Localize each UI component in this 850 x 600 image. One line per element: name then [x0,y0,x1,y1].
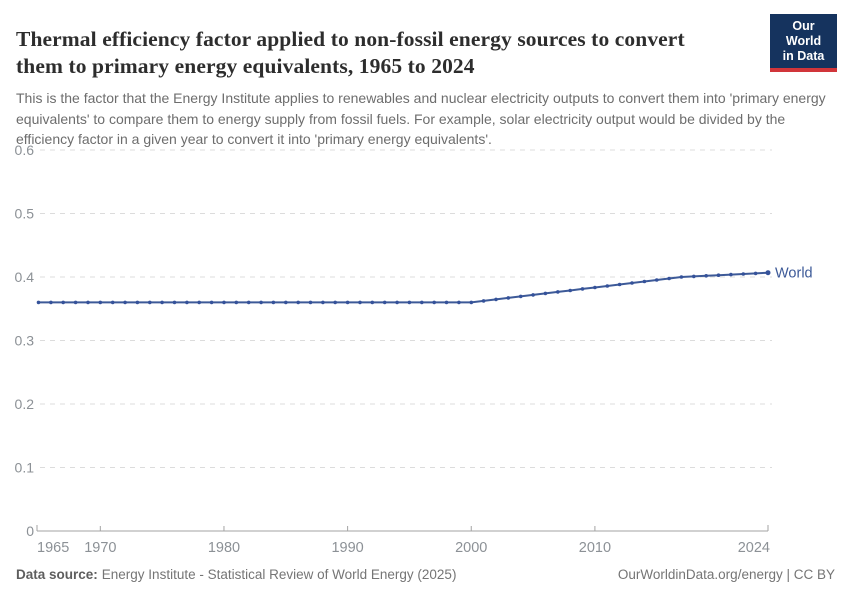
y-tick-label: 0.1 [15,460,35,476]
data-point-1973[interactable] [135,300,140,305]
data-point-1987[interactable] [308,300,313,305]
data-point-1991[interactable] [358,300,362,305]
data-point-2002[interactable] [494,297,498,302]
data-point-1995[interactable] [407,300,412,305]
data-point-1972[interactable] [123,300,127,305]
data-point-2006[interactable] [543,291,548,296]
data-point-1981[interactable] [234,300,239,305]
data-point-1982[interactable] [246,300,251,305]
data-point-2019[interactable] [704,274,708,278]
data-point-2011[interactable] [605,284,610,288]
data-point-2009[interactable] [580,287,585,291]
y-tick-label: 0.6 [15,142,35,158]
data-point-2023[interactable] [753,271,758,276]
data-point-2000[interactable] [469,300,474,305]
data-source-text: Energy Institute - Statistical Review of… [101,567,457,582]
data-point-1978[interactable] [197,300,201,305]
data-point-1990[interactable] [345,300,350,305]
data-point-2016[interactable] [667,276,671,281]
owid-logo[interactable]: Our World in Data [770,14,837,72]
data-point-2003[interactable] [506,296,511,300]
x-tick-label-1990: 1990 [331,540,363,556]
data-point-2005[interactable] [531,293,535,297]
y-tick-label: 0 [26,523,34,539]
x-tick-label-2010: 2010 [579,540,611,556]
series-end-label[interactable]: World [775,266,813,282]
data-point-1980[interactable] [222,300,226,305]
data-point-1992[interactable] [370,300,375,305]
data-point-1993[interactable] [382,300,387,305]
data-point-1971[interactable] [110,300,115,305]
data-point-1988[interactable] [321,300,325,305]
data-point-2021[interactable] [729,272,733,277]
data-point-1998[interactable] [444,300,449,305]
x-tick-label-2024: 2024 [738,540,770,556]
data-point-1989[interactable] [333,300,338,305]
y-tick-label: 0.3 [15,333,35,349]
data-point-1984[interactable] [271,300,276,305]
owid-logo-line2: in Data [782,49,825,63]
data-source-label: Data source: [16,567,98,582]
data-point-1983[interactable] [259,300,263,305]
x-tick-label-2000: 2000 [455,540,487,556]
data-point-1994[interactable] [395,300,399,305]
chart-subtitle: This is the factor that the Energy Insti… [16,90,826,147]
data-source: Data source: Energy Institute - Statisti… [16,566,456,584]
x-tick-label-1980: 1980 [208,540,240,556]
data-point-2022[interactable] [741,272,746,276]
data-point-2001[interactable] [481,299,486,303]
data-point-1986[interactable] [296,300,301,305]
data-point-2004[interactable] [518,294,523,299]
chart-footer: Data source: Energy Institute - Statisti… [16,566,835,584]
data-point-1969[interactable] [86,300,90,305]
data-point-1999[interactable] [457,300,461,305]
data-point-2017[interactable] [679,275,684,279]
data-point-1966[interactable] [49,300,53,305]
y-tick-label: 0.4 [15,269,35,285]
data-point-2007[interactable] [556,290,560,294]
x-tick-label-1965: 1965 [37,540,69,556]
y-tick-label: 0.5 [15,206,35,222]
data-point-1996[interactable] [420,300,424,305]
data-point-2024[interactable] [765,270,771,276]
data-point-1977[interactable] [185,300,189,305]
data-point-1979[interactable] [209,300,214,305]
data-point-2010[interactable] [593,285,597,290]
data-point-1997[interactable] [432,300,437,305]
license-note: OurWorldinData.org/energy | CC BY [617,567,835,582]
series-line-world[interactable] [37,271,769,304]
data-point-2014[interactable] [642,279,647,284]
data-point-1985[interactable] [284,300,288,305]
line-chart-plot[interactable]: 0 0.1 0.2 0.3 0.4 0.5 0.6 1965 1970 1980 1990 2000 2… [0,140,850,560]
data-point-2015[interactable] [654,278,659,282]
data-point-1970[interactable] [98,300,103,305]
data-point-1975[interactable] [160,300,164,305]
data-point-2018[interactable] [692,274,696,279]
owid-logo-line1: Our World [785,19,822,48]
data-point-2013[interactable] [630,281,634,285]
data-point-2008[interactable] [568,288,572,293]
x-tick-label-1970: 1970 [84,540,116,556]
data-point-2012[interactable] [617,282,622,287]
data-point-1976[interactable] [172,300,177,305]
y-tick-label: 0.2 [15,396,35,412]
data-point-1967[interactable] [61,300,65,305]
data-point-2020[interactable] [716,273,721,277]
data-point-1968[interactable] [73,300,78,305]
chart-title: Thermal efficiency factor applied to non… [16,27,685,79]
data-point-1974[interactable] [148,300,152,305]
data-point-1965[interactable] [36,300,41,305]
